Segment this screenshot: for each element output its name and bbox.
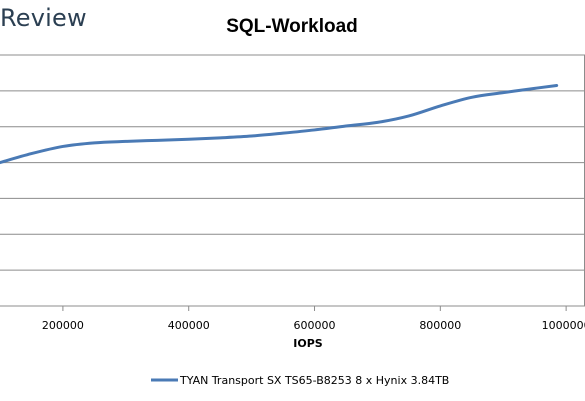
watermark-logo: Review: [0, 4, 87, 32]
x-tick-label: 800000: [419, 319, 461, 332]
x-axis-ticks: 200000 400000 600000 800000 1000000: [42, 306, 585, 332]
legend-label: TYAN Transport SX TS65-B8253 8 x Hynix 3…: [179, 374, 449, 387]
chart-title: SQL-Workload: [226, 16, 358, 37]
x-tick-label: 1000000: [542, 319, 585, 332]
x-axis-label: IOPS: [293, 337, 323, 350]
series-line: [0, 83, 559, 165]
x-tick-label: 200000: [42, 319, 84, 332]
x-tick-label: 400000: [168, 319, 210, 332]
x-tick-label: 600000: [294, 319, 336, 332]
legend: TYAN Transport SX TS65-B8253 8 x Hynix 3…: [151, 374, 449, 387]
